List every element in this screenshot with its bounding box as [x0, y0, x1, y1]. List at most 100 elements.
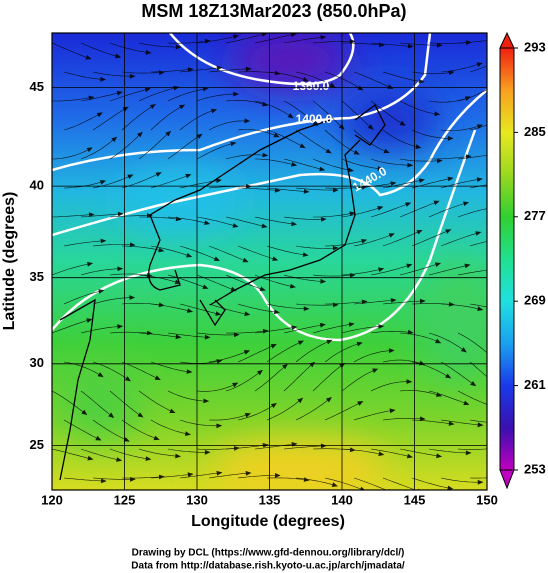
streamline-arrow	[261, 223, 268, 229]
streamline	[353, 350, 394, 363]
streamline	[167, 274, 208, 289]
field	[52, 33, 500, 490]
streamline	[411, 419, 454, 425]
streamline	[428, 332, 467, 353]
streamline-arrow	[465, 450, 472, 456]
streamline	[341, 100, 374, 130]
colorbar-tick-label: 285	[524, 124, 546, 139]
streamline	[109, 42, 151, 54]
streamline-arrow	[297, 397, 304, 404]
streamline	[295, 397, 332, 421]
streamline-arrow	[244, 118, 251, 124]
streamline-arrow	[175, 334, 182, 340]
streamline	[179, 245, 220, 261]
streamline	[80, 91, 123, 102]
streamline	[324, 401, 363, 421]
streamline-arrow	[242, 257, 249, 263]
colorbar	[499, 31, 515, 490]
x-tick-label: 150	[476, 492, 498, 507]
streamline-arrow	[116, 457, 123, 462]
streamline-arrow	[186, 369, 193, 374]
streamline-arrow	[117, 324, 124, 329]
streamline	[208, 472, 251, 479]
streamline-arrow	[127, 174, 134, 180]
streamline-arrow	[153, 435, 160, 441]
streamline-arrow	[495, 38, 500, 42]
streamline-arrow	[476, 62, 483, 67]
streamline	[80, 390, 114, 418]
x-tick-label: 135	[259, 492, 281, 507]
streamline	[457, 89, 487, 102]
streamline	[266, 397, 303, 421]
streamline-arrow	[244, 412, 251, 418]
streamline	[266, 187, 309, 193]
streamline	[295, 129, 332, 154]
streamline	[399, 158, 442, 162]
streamline-arrow	[491, 84, 496, 88]
streamline	[121, 476, 165, 479]
streamline	[52, 448, 93, 460]
streamline-arrow	[270, 402, 277, 409]
streamline-arrow	[245, 66, 252, 72]
streamline	[370, 330, 413, 334]
streamline-arrow	[289, 283, 296, 289]
y-tick-label: 35	[30, 269, 44, 284]
streamline	[138, 448, 181, 457]
streamline	[138, 131, 171, 160]
streamline-arrow	[137, 131, 143, 138]
streamline-arrow	[144, 87, 151, 93]
streamline-arrow	[129, 73, 136, 79]
streamline-arrow	[203, 398, 210, 404]
streamline-arrow	[464, 263, 471, 269]
streamline	[313, 212, 355, 218]
streamline	[370, 42, 413, 47]
streamline-arrow	[326, 339, 333, 345]
streamline	[109, 273, 152, 277]
streamline	[237, 129, 280, 138]
streamline-arrow	[435, 338, 442, 344]
streamline	[121, 104, 156, 131]
streamline	[324, 239, 367, 247]
streamline-arrow	[233, 332, 240, 338]
streamline-arrow	[204, 449, 211, 455]
streamline	[92, 71, 135, 77]
streamline-arrow	[146, 213, 153, 218]
streamline	[52, 42, 91, 60]
x-tick-label: 120	[41, 492, 63, 507]
streamline	[353, 477, 387, 490]
streamline	[52, 214, 94, 218]
streamline-arrow	[353, 149, 360, 155]
streamline-arrow	[98, 289, 105, 294]
streamline-arrow	[495, 267, 500, 271]
contour-label: 1400.0	[296, 112, 333, 126]
streamline	[312, 100, 345, 130]
streamline	[196, 382, 238, 392]
streamline	[312, 323, 354, 334]
streamline	[225, 33, 267, 44]
streamline-arrow	[204, 334, 211, 340]
streamline-arrow	[349, 211, 356, 217]
streamline-arrow	[256, 369, 263, 376]
streamline	[254, 443, 297, 450]
streamline-arrow	[418, 78, 425, 84]
streamline	[266, 71, 309, 82]
streamline	[469, 241, 487, 247]
streamline	[440, 124, 483, 131]
streamline	[457, 154, 487, 160]
streamline-arrow	[486, 355, 487, 356]
streamline	[428, 390, 469, 405]
streamline	[324, 342, 363, 363]
footer: Drawing by DCL (https://www.gfd-dennou.o…	[132, 548, 405, 559]
streamline-arrow	[495, 446, 500, 450]
streamline-arrow	[460, 347, 467, 353]
streamline	[295, 245, 338, 249]
streamline	[324, 71, 363, 91]
streamline	[254, 33, 297, 44]
streamline	[225, 154, 268, 160]
streamline	[80, 42, 121, 58]
streamline	[341, 206, 383, 218]
streamline-arrow	[477, 306, 484, 311]
streamline	[399, 390, 442, 397]
streamline-arrow	[415, 144, 422, 149]
streamline	[63, 112, 103, 131]
